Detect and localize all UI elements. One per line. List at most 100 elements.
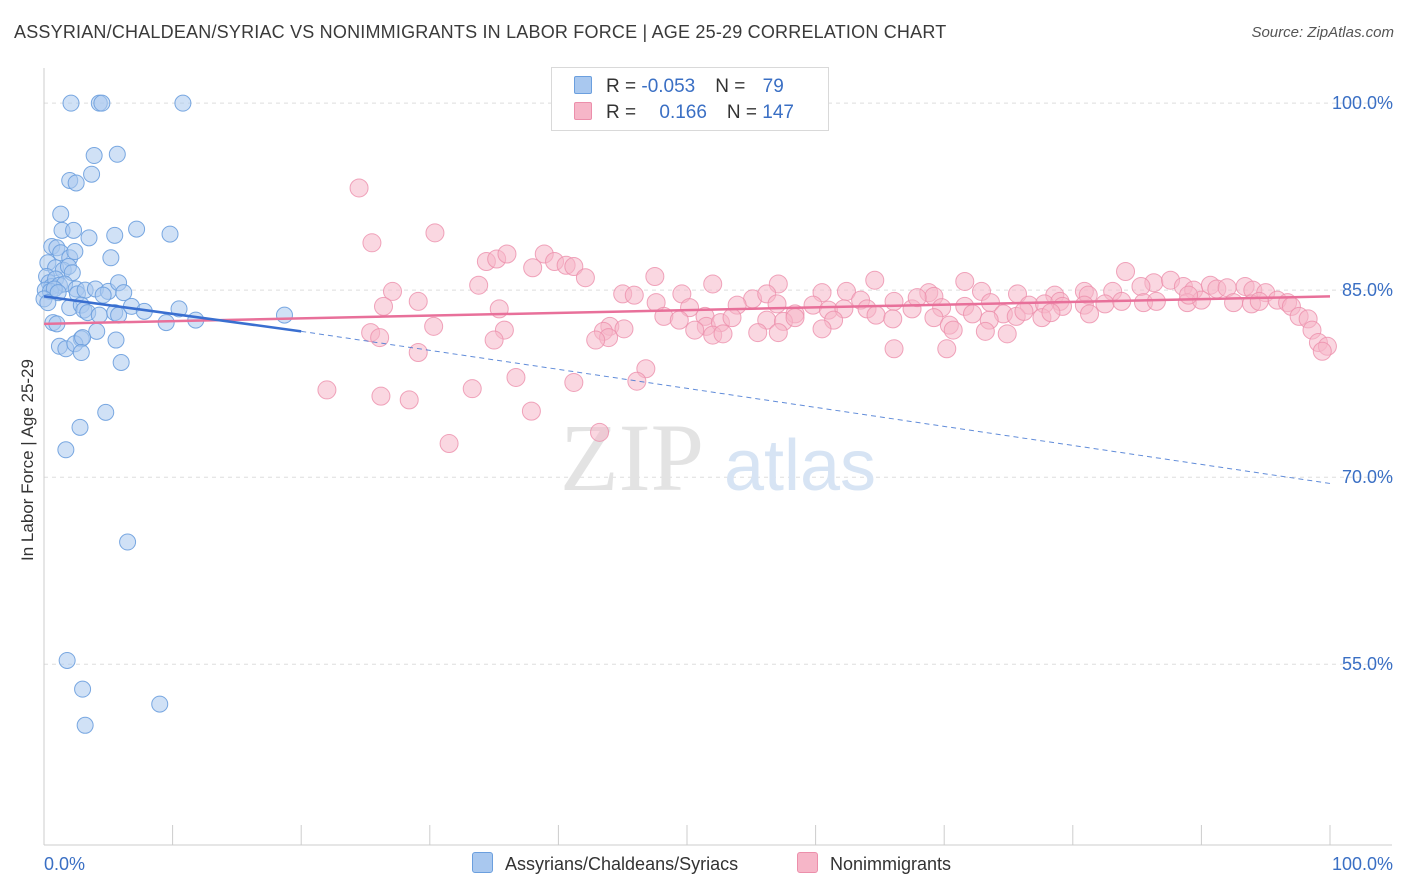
x-tick-label-min: 0.0%: [44, 854, 85, 874]
assyrians-point: [115, 284, 133, 302]
nonimmigrants-point: [722, 308, 742, 328]
assyrians-point: [62, 94, 80, 112]
stats-row-pink: R = 0.166 N = 147: [574, 102, 794, 126]
nonimmigrants-point: [1041, 303, 1061, 323]
assyrians-point: [107, 331, 125, 349]
nonimmigrants-point: [866, 305, 886, 325]
n-label-blue: N =: [715, 76, 751, 97]
y-tick-label: 100.0%: [1332, 93, 1393, 113]
blue-points: [35, 94, 293, 734]
assyrians-point: [93, 94, 111, 112]
assyrians-point: [161, 225, 179, 243]
assyrians-point: [108, 145, 126, 163]
y-axis-label: In Labor Force | Age 25-29: [18, 359, 37, 561]
nonimmigrants-point: [1080, 304, 1100, 324]
nonimmigrants-point: [962, 304, 982, 324]
assyrians-point: [66, 243, 84, 261]
trend-lines: [43, 295, 1331, 484]
tick-labels: 55.0% 70.0% 85.0% 100.0% 0.0% 100.0%: [44, 93, 1393, 874]
pink-points: [317, 178, 1337, 454]
nonimmigrants-point: [497, 244, 517, 264]
assyrians-point: [106, 226, 124, 244]
source-credit: Source: ZipAtlas.com: [1251, 24, 1394, 41]
assyrians-trend-extension: [301, 330, 1331, 484]
assyrians-point: [52, 205, 70, 223]
nonimmigrants-point: [943, 320, 963, 340]
watermark-zip: ZIP: [560, 404, 704, 511]
watermark-atlas: atlas: [724, 426, 876, 506]
watermark: ZIP atlas: [560, 404, 876, 511]
nonimmigrants-point: [865, 270, 885, 290]
nonimmigrants-point: [884, 339, 904, 359]
nonimmigrants-point: [371, 386, 391, 406]
nonimmigrants-point: [469, 275, 489, 295]
legend-label-nonimmigrants: Nonimmigrants: [830, 854, 952, 874]
nonimmigrants-point: [424, 316, 444, 336]
nonimmigrants-point: [907, 288, 927, 308]
nonimmigrants-point: [349, 178, 369, 198]
assyrians-point: [85, 147, 103, 165]
nonimmigrants-point: [590, 422, 610, 442]
nonimmigrants-trend-line: [43, 295, 1331, 326]
legend-item-assyrians[interactable]: Assyrians/Chaldeans/Syriacs: [472, 852, 738, 875]
assyrians-point: [57, 441, 75, 459]
nonimmigrants-point: [1312, 341, 1332, 361]
nonimmigrants-point: [383, 281, 403, 301]
r-label-blue: R =: [606, 76, 642, 97]
assyrians-point: [65, 221, 83, 239]
nonimmigrants-point: [955, 271, 975, 291]
nonimmigrants-point: [564, 372, 584, 392]
blue-swatch: [574, 76, 592, 94]
nonimmigrants-point: [997, 324, 1017, 344]
assyrians-point: [170, 300, 188, 318]
nonimmigrants-point: [669, 310, 689, 330]
y-tick-label: 70.0%: [1342, 467, 1393, 487]
r-value-blue: -0.053: [641, 76, 696, 97]
n-value-blue: 79: [762, 76, 784, 97]
nonimmigrants-point: [768, 323, 788, 343]
nonimmigrants-point: [1249, 291, 1269, 311]
nonimmigrants-point: [425, 223, 445, 243]
nonimmigrants-point: [1095, 294, 1115, 314]
n-label-pink: N =: [726, 102, 763, 123]
axes: [43, 68, 1392, 846]
legend-swatch-blue: [472, 852, 493, 873]
nonimmigrants-point: [748, 323, 768, 343]
n-value-pink: 147: [762, 102, 794, 123]
assyrians-point: [119, 533, 137, 551]
r-label-pink: R =: [606, 102, 642, 123]
r-value-pink: 0.166: [659, 102, 707, 123]
nonimmigrants-point: [645, 266, 665, 286]
nonimmigrants-point: [703, 274, 723, 294]
assyrians-point: [67, 174, 85, 192]
nonimmigrants-point: [586, 330, 606, 350]
assyrians-point: [112, 353, 130, 371]
assyrians-point: [58, 651, 76, 669]
nonimmigrants-point: [521, 401, 541, 421]
legend-item-nonimmigrants[interactable]: Nonimmigrants: [797, 852, 951, 875]
nonimmigrants-point: [564, 256, 584, 276]
assyrians-point: [83, 165, 101, 183]
nonimmigrants-point: [884, 291, 904, 311]
nonimmigrants-point: [883, 309, 903, 329]
legend-label-assyrians: Assyrians/Chaldeans/Syriacs: [505, 854, 739, 874]
nonimmigrants-point: [484, 330, 504, 350]
nonimmigrants-point: [627, 371, 647, 391]
stats-row-blue: R = -0.053 N = 79: [574, 76, 784, 100]
nonimmigrants-point: [680, 298, 700, 318]
assyrians-point: [97, 403, 115, 421]
assyrians-point: [94, 286, 112, 304]
nonimmigrants-point: [685, 320, 705, 340]
nonimmigrants-point: [614, 319, 634, 339]
nonimmigrants-point: [374, 296, 394, 316]
assyrians-point: [275, 306, 293, 324]
nonimmigrants-point: [713, 324, 733, 344]
nonimmigrants-point: [506, 367, 526, 387]
nonimmigrants-point: [767, 294, 787, 314]
nonimmigrants-point: [624, 285, 644, 305]
nonimmigrants-point: [362, 233, 382, 253]
assyrians-point: [72, 344, 90, 362]
nonimmigrants-point: [1116, 261, 1136, 281]
nonimmigrants-point: [1014, 301, 1034, 321]
